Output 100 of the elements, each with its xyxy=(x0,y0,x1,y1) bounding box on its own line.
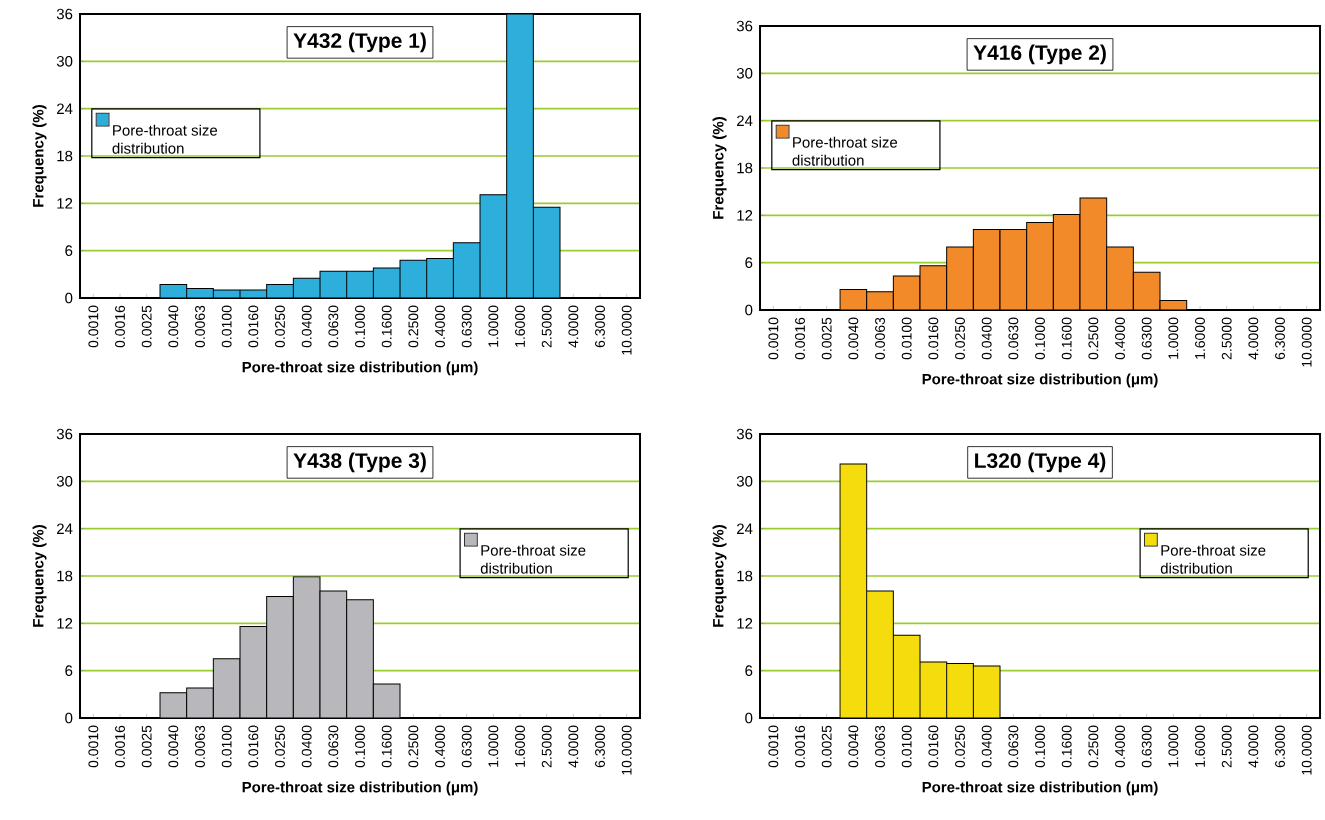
x-tick-label: 2.5000 xyxy=(1221,317,1232,360)
x-tick-label: 1.6000 xyxy=(515,725,525,767)
x-tick-label: 0.4000 xyxy=(1115,725,1125,768)
y-tick-label: 0 xyxy=(65,292,73,304)
y-axis-title: Frequency (%) xyxy=(712,525,727,627)
x-tick-label: 0.1000 xyxy=(1035,725,1045,768)
x-tick-label: 2.5000 xyxy=(541,305,552,348)
x-tick-label: 0.1600 xyxy=(1061,725,1072,768)
x-tick-label: 0.0063 xyxy=(875,725,885,768)
y-tick-label: 36 xyxy=(56,8,73,20)
x-tick-label: 0.2500 xyxy=(1088,317,1099,360)
x-tick-label: 0.1600 xyxy=(381,305,392,348)
x-tick-label: 0.0010 xyxy=(88,305,99,348)
x-tick-label: 0.0010 xyxy=(768,317,779,360)
y-tick-label: 0 xyxy=(65,712,73,724)
x-tick-label: 0.0630 xyxy=(328,305,339,348)
x-tick-label: 0.0025 xyxy=(821,725,832,768)
x-tick-label: 4.0000 xyxy=(1248,317,1259,360)
x-tick-label: 0.0400 xyxy=(301,725,312,768)
y-tick-label: 12 xyxy=(737,210,753,221)
y-tick-label: 6 xyxy=(65,665,73,676)
x-tick-label: 6.3000 xyxy=(1275,725,1285,768)
x-tick-label: 6.3000 xyxy=(1275,317,1285,360)
text: L320 (Type 4) xyxy=(975,452,1106,473)
legend-label: Pore-throat size distribution xyxy=(480,544,586,574)
x-tick-label: 0.0063 xyxy=(195,725,205,768)
x-tick-label: 0.0040 xyxy=(168,725,179,768)
x-tick-label: 0.4000 xyxy=(435,305,445,348)
text: Pore-throat size distribution xyxy=(1160,544,1266,574)
text: Y416 (Type 2) xyxy=(973,44,1106,65)
y-tick-label: 12 xyxy=(57,198,73,209)
x-tick-label: 0.2500 xyxy=(408,305,419,348)
x-tick-label: 2.5000 xyxy=(1221,725,1232,768)
x-tick-label: 0.4000 xyxy=(435,725,445,768)
x-tick-label: 0.6300 xyxy=(1141,317,1152,360)
x-tick-label: 0.0160 xyxy=(248,725,259,768)
x-tick-label: 0.1600 xyxy=(381,725,392,768)
y-tick-label: 0 xyxy=(745,304,753,316)
x-tick-label: 10.0000 xyxy=(1301,725,1312,775)
x-tick-label: 0.0100 xyxy=(221,725,232,768)
y-tick-label: 12 xyxy=(57,618,73,629)
x-axis-title: Pore-throat size distribution (μm) xyxy=(922,781,1158,796)
y-axis-title: Frequency (%) xyxy=(712,117,727,219)
text: Y432 (Type 1) xyxy=(293,32,426,53)
x-tick-label: 4.0000 xyxy=(568,305,579,348)
x-tick-label: 0.0040 xyxy=(848,317,859,360)
x-tick-label: 1.0000 xyxy=(488,725,499,767)
x-tick-label: 0.2500 xyxy=(408,725,419,768)
x-tick-label: 0.0063 xyxy=(875,317,885,360)
x-tick-label: 0.1600 xyxy=(1061,317,1072,360)
x-tick-label: 0.0010 xyxy=(88,725,99,768)
x-tick-label: 0.0160 xyxy=(248,305,259,348)
x-tick-label: 0.0630 xyxy=(1008,317,1019,360)
x-tick-label: 6.3000 xyxy=(595,305,605,348)
x-tick-label: 0.6300 xyxy=(461,305,472,348)
x-axis-title: Pore-throat size distribution (μm) xyxy=(242,361,478,376)
x-tick-label: 0.0250 xyxy=(955,317,965,360)
x-tick-label: 0.6300 xyxy=(461,725,472,768)
x-tick-label: 0.0025 xyxy=(141,305,152,348)
y-tick-label: 24 xyxy=(57,523,73,534)
x-tick-label: 0.0250 xyxy=(275,725,285,768)
x-tick-label: 0.0630 xyxy=(1008,725,1019,768)
x-tick-label: 0.0063 xyxy=(195,305,205,348)
x-tick-label: 0.0400 xyxy=(301,305,312,348)
y-tick-label: 30 xyxy=(736,68,753,79)
x-tick-label: 0.0016 xyxy=(115,725,125,768)
x-tick-label: 0.0016 xyxy=(795,725,805,768)
x-tick-label: 1.0000 xyxy=(1168,317,1179,359)
text: Pore-throat size distribution xyxy=(112,124,218,154)
x-tick-label: 10.0000 xyxy=(1301,317,1312,367)
y-tick-label: 30 xyxy=(56,56,73,67)
x-tick-label: 0.1000 xyxy=(355,305,365,348)
y-tick-label: 18 xyxy=(737,570,753,582)
x-tick-label: 10.0000 xyxy=(621,725,632,775)
y-tick-label: 30 xyxy=(736,476,753,487)
y-tick-label: 24 xyxy=(737,523,753,534)
y-tick-label: 24 xyxy=(57,103,73,114)
x-tick-label: 0.1000 xyxy=(1035,317,1045,360)
x-tick-label: 0.4000 xyxy=(1115,317,1125,360)
x-tick-label: 0.0160 xyxy=(928,725,939,768)
y-axis-title: Frequency (%) xyxy=(32,105,47,207)
x-tick-label: 0.0025 xyxy=(141,725,152,768)
x-tick-label: 6.3000 xyxy=(595,725,605,768)
x-tick-label: 4.0000 xyxy=(1248,725,1259,768)
x-tick-label: 0.0250 xyxy=(955,725,965,768)
x-axis-title: Pore-throat size distribution (μm) xyxy=(922,373,1158,388)
y-tick-label: 30 xyxy=(56,476,73,487)
y-tick-label: 0 xyxy=(745,712,753,724)
x-tick-label: 0.0016 xyxy=(795,317,805,360)
x-tick-label: 0.0250 xyxy=(275,305,285,348)
text: Y438 (Type 3) xyxy=(293,452,426,473)
y-tick-label: 6 xyxy=(745,257,753,268)
x-tick-label: 0.0016 xyxy=(115,305,125,348)
y-tick-label: 18 xyxy=(57,150,73,162)
x-tick-label: 0.0400 xyxy=(981,317,992,360)
x-tick-label: 0.6300 xyxy=(1141,725,1152,768)
x-tick-label: 0.0100 xyxy=(221,305,232,348)
x-tick-label: 1.6000 xyxy=(1195,317,1205,359)
y-tick-label: 36 xyxy=(736,428,753,440)
x-tick-label: 1.6000 xyxy=(1195,725,1205,767)
